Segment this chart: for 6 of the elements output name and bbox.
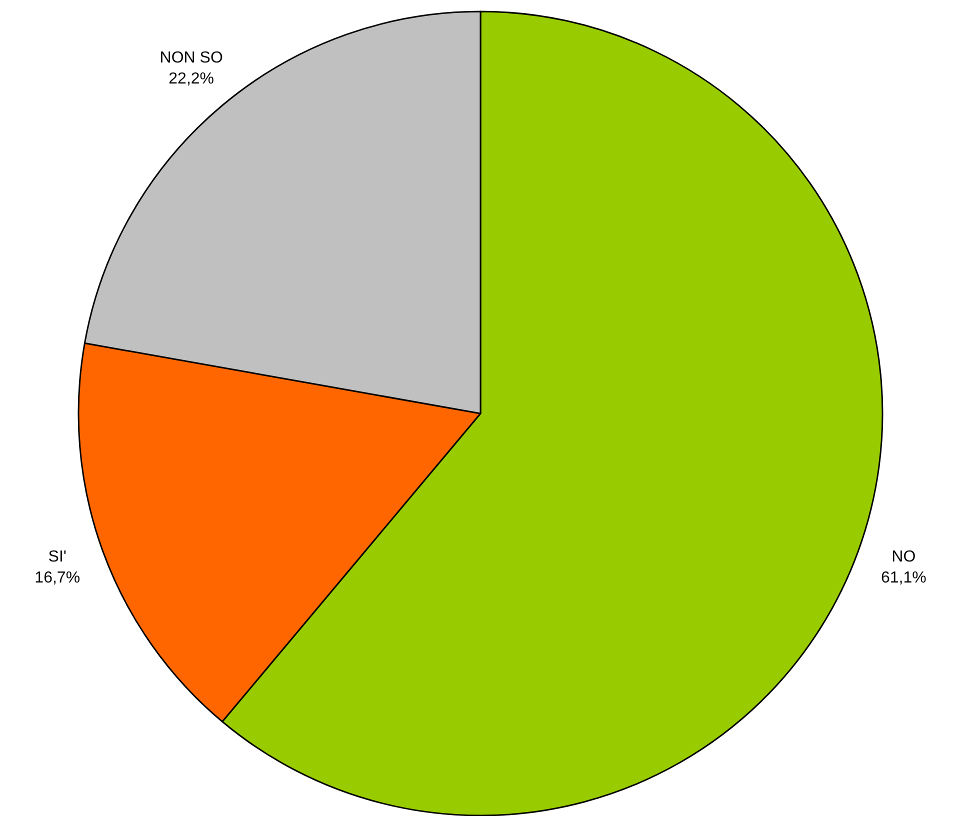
data-label: 61,1% <box>880 569 926 586</box>
data-label: 22,2% <box>168 70 214 88</box>
slice-label: SI' <box>48 548 66 566</box>
slice-label: NO <box>892 548 916 566</box>
slice-label: NON SO <box>160 49 223 66</box>
data-label: 16,7% <box>34 569 80 586</box>
